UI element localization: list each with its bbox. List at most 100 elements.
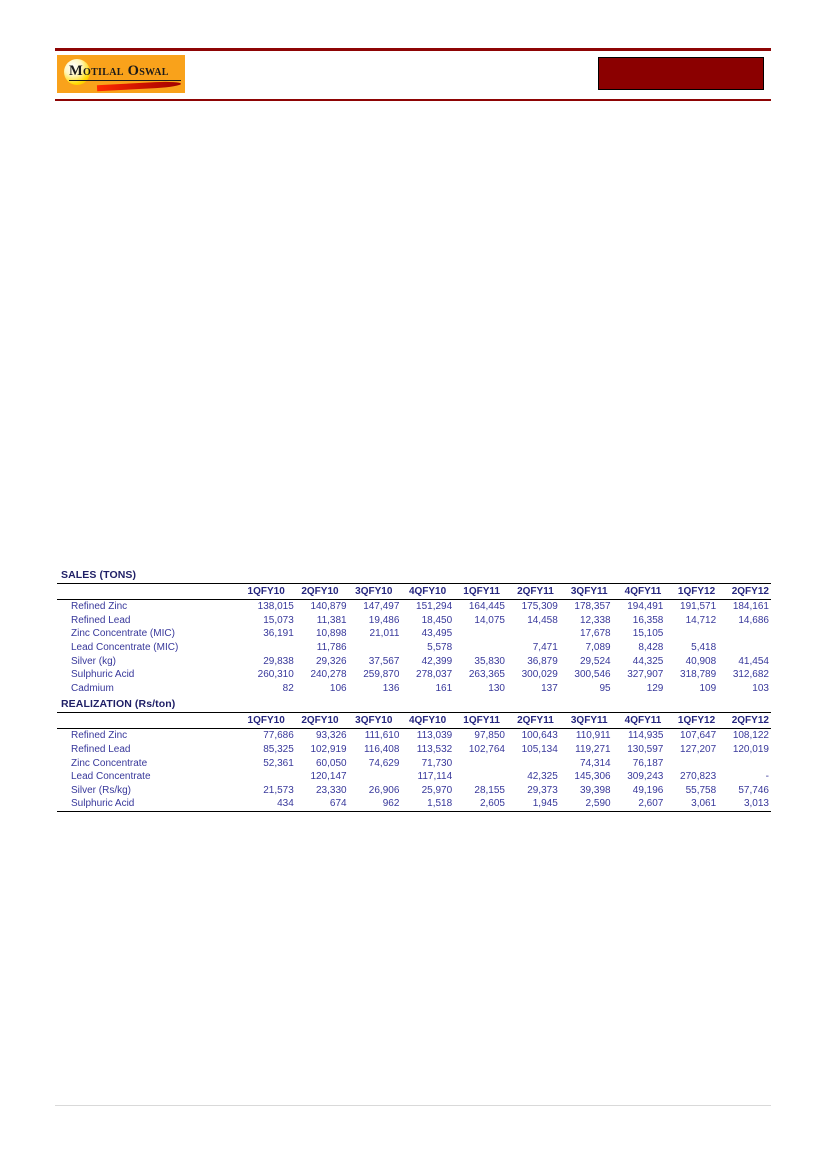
table-cell: 36,191 xyxy=(263,628,294,640)
table-cell: 14,075 xyxy=(474,614,505,626)
table-cell: 10,898 xyxy=(316,628,347,640)
row-label: Silver (Rs/kg) xyxy=(71,784,132,796)
column-header: 2QFY12 xyxy=(731,715,769,727)
table-cell: 300,029 xyxy=(521,669,558,681)
table-cell: 127,207 xyxy=(680,744,717,756)
table-cell: 11,786 xyxy=(316,642,347,654)
table-cell: 1,518 xyxy=(427,798,453,810)
table-cell: 300,546 xyxy=(574,669,611,681)
row-label: Lead Concentrate (MIC) xyxy=(71,642,179,654)
table-row: Cadmium 82 106 136 161 130 137 95 129 109 103 xyxy=(57,682,771,696)
table-cell: 263,365 xyxy=(468,669,505,681)
logo-swoosh-icon xyxy=(96,80,182,92)
table-cell: 102,764 xyxy=(468,744,505,756)
table-cell: 93,326 xyxy=(316,730,347,742)
table-cell: 110,911 xyxy=(575,730,611,742)
table-cell: 97,850 xyxy=(474,730,505,742)
table-cell: 318,789 xyxy=(680,669,717,681)
column-header: 1QFY12 xyxy=(677,715,716,727)
table-cell: 145,306 xyxy=(574,771,611,783)
row-label: Refined Lead xyxy=(71,614,131,626)
table-cell: 434 xyxy=(277,798,294,810)
table-cell: 116,408 xyxy=(363,744,400,756)
column-header: 2QFY10 xyxy=(301,715,339,727)
table-row: Refined Lead 15,073 11,381 19,486 18,450 14,0… xyxy=(57,614,771,628)
header-top-rule xyxy=(55,48,771,51)
table-cell: 40,908 xyxy=(685,655,717,667)
table-cell: 29,326 xyxy=(316,655,347,667)
logo-text: Motilal Oswal xyxy=(69,63,181,81)
table-cell: 175,309 xyxy=(521,601,558,613)
column-header: 2QFY10 xyxy=(301,586,339,597)
table-cell: 138,015 xyxy=(257,601,294,613)
table-cell: 16,358 xyxy=(632,614,664,626)
column-header: 3QFY10 xyxy=(355,715,393,727)
table-cell: 8,428 xyxy=(638,642,664,654)
row-label: Sulphuric Acid xyxy=(71,798,135,810)
table-cell: 3,061 xyxy=(691,798,717,810)
table-cell: 147,497 xyxy=(363,601,400,613)
column-header: 3QFY10 xyxy=(355,586,393,597)
table-cell: 109 xyxy=(699,682,717,694)
table-cell: 15,073 xyxy=(263,614,294,626)
column-header: 1QFY11 xyxy=(463,586,500,597)
table-cell: 29,524 xyxy=(579,655,611,667)
column-header: 4QFY11 xyxy=(624,715,662,727)
table-cell: 2,605 xyxy=(479,798,505,810)
table-cell: 100,643 xyxy=(521,730,558,742)
table-cell: 28,155 xyxy=(474,784,505,796)
table-cell: 76,187 xyxy=(632,757,664,769)
table-cell: 2,607 xyxy=(638,798,664,810)
table-cell: 105,134 xyxy=(521,744,558,756)
table-cell: 962 xyxy=(382,798,400,810)
table-cell: 130,597 xyxy=(627,744,664,756)
column-header: 2QFY11 xyxy=(517,586,554,597)
row-label: Refined Zinc xyxy=(71,730,128,742)
table-row: Sulphuric Acid 260,310 240,278 259,870 278,0… xyxy=(57,668,771,682)
table-cell: 7,471 xyxy=(532,642,558,654)
column-header: 4QFY11 xyxy=(624,586,662,597)
table-cell: 77,686 xyxy=(263,730,294,742)
table-cell: 39,398 xyxy=(579,784,611,796)
row-label: Zinc Concentrate xyxy=(71,757,148,769)
table-cell: 259,870 xyxy=(363,669,400,681)
column-header: 3QFY11 xyxy=(570,586,608,597)
table-cell: 117,114 xyxy=(417,771,453,783)
table-row: Silver (kg) 29,838 29,326 37,567 42,399 35,83… xyxy=(57,654,771,668)
column-header: 4QFY10 xyxy=(408,715,447,727)
column-header: 1QFY10 xyxy=(247,715,285,727)
table-cell: 19,486 xyxy=(368,614,400,626)
table-cell: 120,019 xyxy=(732,744,769,756)
table-cell: 130 xyxy=(488,682,505,694)
sales-tons-table: SALES (TONS) 1QFY10 2QFY10 3QFY10 4QFY10 1QFY… xyxy=(57,569,771,695)
column-header: 1QFY10 xyxy=(247,586,285,597)
table-row: Refined Lead 85,325 102,919 116,408 113,532 1… xyxy=(57,743,771,757)
table-cell: 240,278 xyxy=(310,669,347,681)
column-header: 2QFY11 xyxy=(517,715,554,727)
table-cell: 11,381 xyxy=(316,614,347,626)
table-cell: 12,338 xyxy=(579,614,611,626)
table-cell: 161 xyxy=(435,682,453,694)
table-cell: 260,310 xyxy=(257,669,294,681)
quarterly-tables: SALES (TONS) 1QFY10 2QFY10 3QFY10 4QFY10 1QFY… xyxy=(57,569,771,812)
table-row: Silver (Rs/kg) 21,573 23,330 26,906 25,970 28… xyxy=(57,784,771,798)
table-cell: 327,907 xyxy=(627,669,664,681)
table-cell: 2,590 xyxy=(585,798,611,810)
row-label: Refined Lead xyxy=(71,744,131,756)
column-header: 1QFY12 xyxy=(677,586,716,597)
table-row: Refined Zinc 77,686 93,326 111,610 113,039 97… xyxy=(57,729,771,743)
table-cell: 85,325 xyxy=(263,744,294,756)
table-cell: 42,325 xyxy=(527,771,558,783)
table-cell: 136 xyxy=(382,682,400,694)
table-cell: 178,357 xyxy=(574,601,611,613)
table-cell: 71,730 xyxy=(421,757,453,769)
table-cell: 107,647 xyxy=(680,730,717,742)
table-cell: 278,037 xyxy=(416,669,453,681)
table-row: Lead Concentrate (MIC) 11,786 5,578 7,471 7,… xyxy=(57,641,771,655)
table-cell: 119,271 xyxy=(575,744,611,756)
table-cell: 111,610 xyxy=(364,730,400,742)
table-row: Lead Concentrate 120,147 117,114 42,325 145,… xyxy=(57,770,771,784)
row-label: Refined Zinc xyxy=(71,601,128,613)
header-bottom-rule xyxy=(55,99,771,101)
table-cell: 74,314 xyxy=(579,757,611,769)
